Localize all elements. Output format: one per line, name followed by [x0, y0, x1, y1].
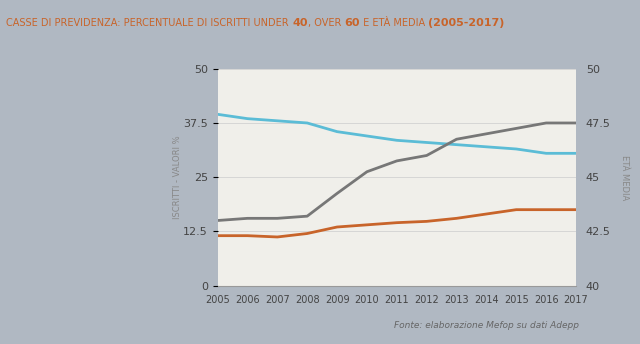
Text: CASSE DI PREVIDENZA: PERCENTUALE DI ISCRITTI UNDER: CASSE DI PREVIDENZA: PERCENTUALE DI ISCR… [6, 18, 292, 28]
Text: (2005-2017): (2005-2017) [428, 18, 504, 28]
Y-axis label: ETÀ MEDIA: ETÀ MEDIA [620, 154, 629, 200]
Y-axis label: ISCRITTI - VALORI %: ISCRITTI - VALORI % [173, 135, 182, 219]
Text: Fonte: elaborazione Mefop su dati Adepp: Fonte: elaborazione Mefop su dati Adepp [394, 321, 579, 330]
Text: , OVER: , OVER [308, 18, 344, 28]
Text: 40: 40 [292, 18, 308, 28]
Text: 60: 60 [344, 18, 360, 28]
Text: E ETÀ MEDIA: E ETÀ MEDIA [360, 18, 428, 28]
